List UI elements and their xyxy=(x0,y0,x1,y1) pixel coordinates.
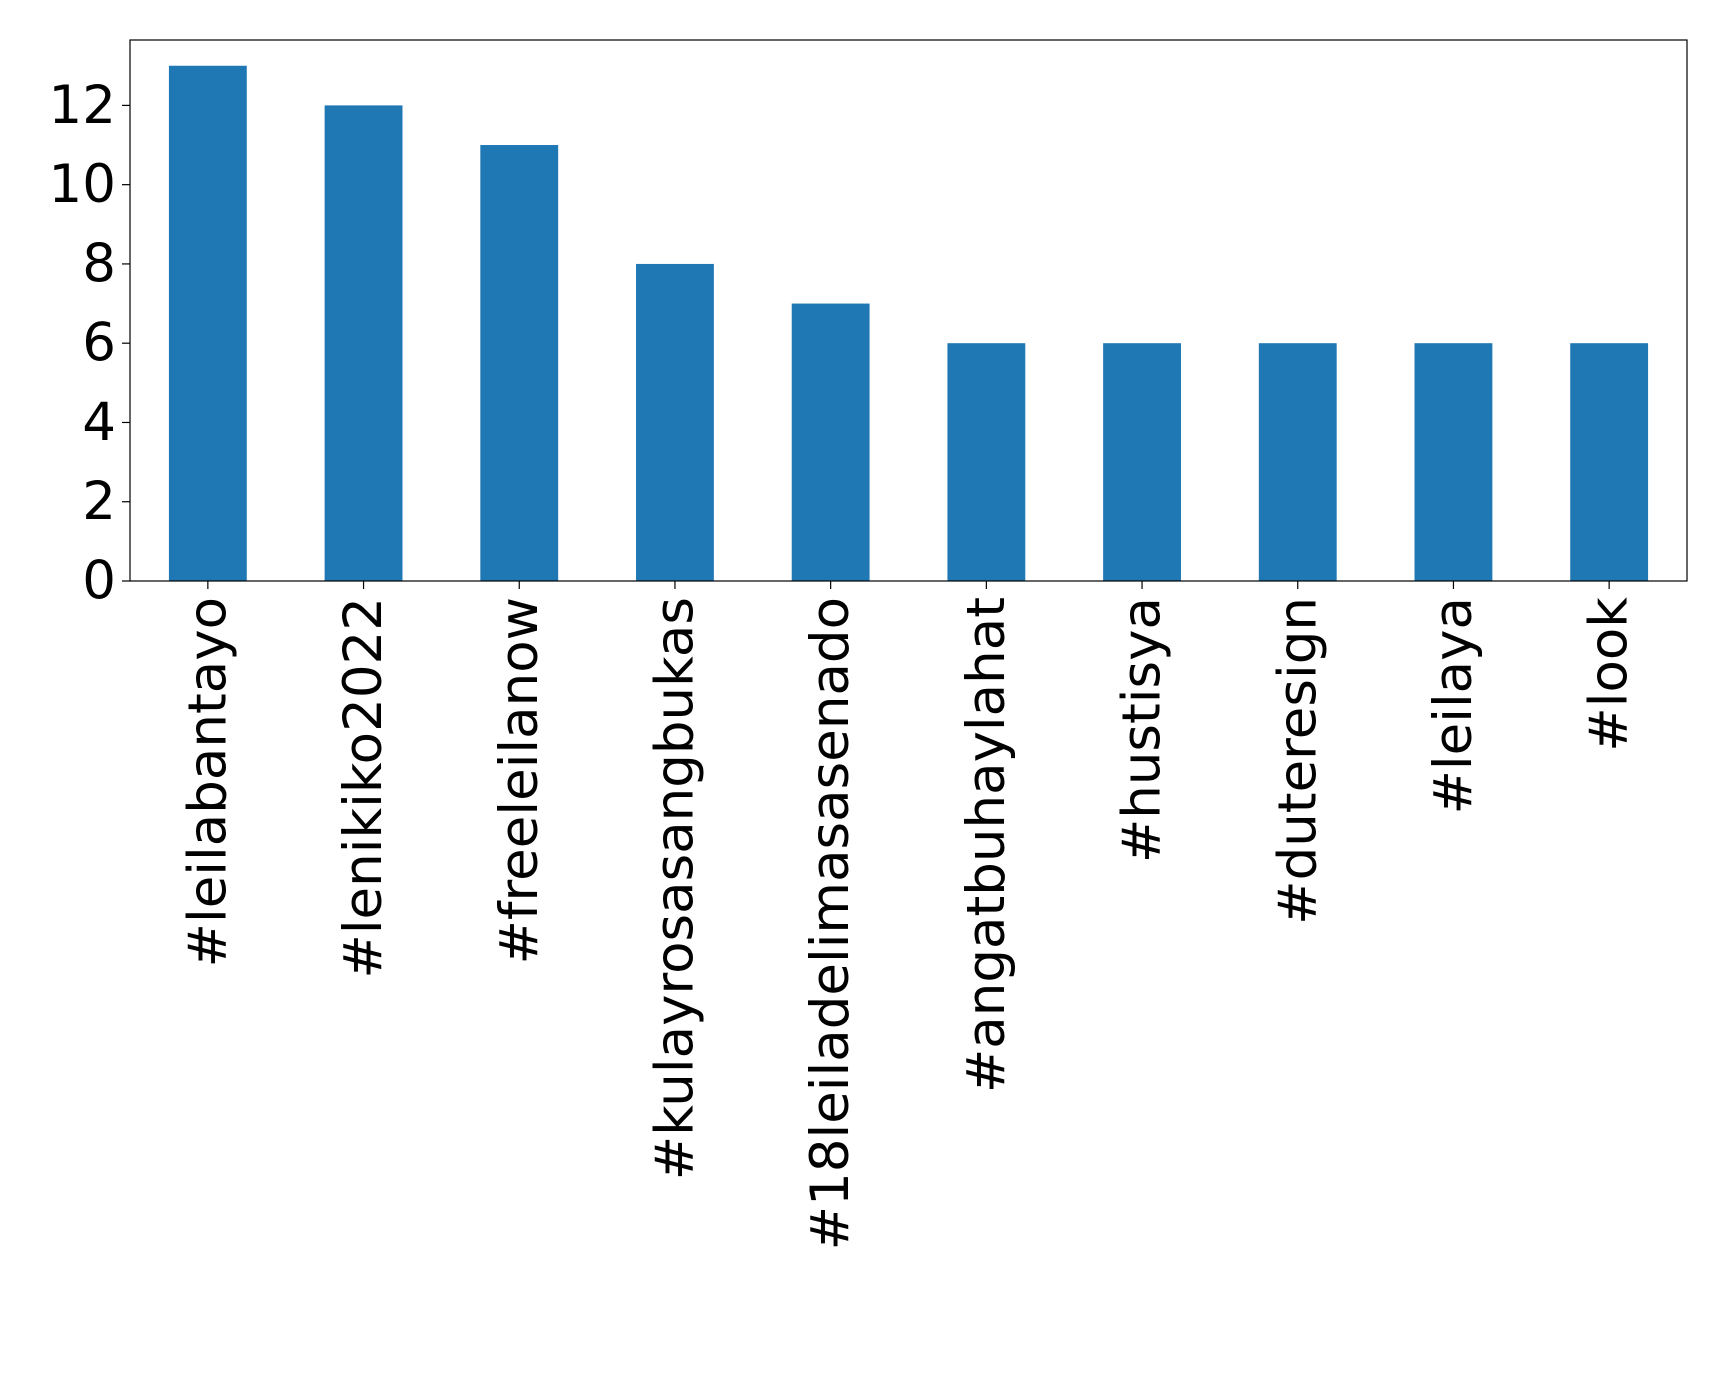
bar xyxy=(1570,343,1649,581)
x-tick-label: #18leiladelimasasenado xyxy=(800,597,861,1250)
y-tick-label: 2 xyxy=(82,471,116,532)
y-tick-label: 10 xyxy=(49,154,116,215)
bar xyxy=(791,303,870,581)
y-tick-label: 8 xyxy=(82,233,116,294)
bar xyxy=(480,145,559,581)
x-tick-label: #leilaya xyxy=(1423,597,1484,815)
y-tick-label: 4 xyxy=(82,392,116,453)
x-tick-label: #leilabantayo xyxy=(177,597,238,967)
x-tick-label: #angatbuhaylahat xyxy=(956,597,1017,1093)
x-tick-label: #duteresign xyxy=(1267,597,1328,925)
bar xyxy=(1103,343,1181,581)
x-tick-label: #look xyxy=(1579,597,1640,752)
y-tick-label: 6 xyxy=(82,313,116,374)
bar xyxy=(636,263,714,581)
bar xyxy=(1414,343,1493,581)
y-tick-label: 0 xyxy=(82,551,116,612)
bar xyxy=(1258,343,1337,581)
bar xyxy=(324,105,403,582)
bar xyxy=(168,65,247,581)
x-tick-label: #freeleilanow xyxy=(489,597,550,965)
x-tick-label: #kulayrosasangbukas xyxy=(644,597,705,1180)
bar xyxy=(947,343,1026,581)
x-tick-label: #lenikiko2022 xyxy=(333,597,394,979)
x-tick-label: #hustisya xyxy=(1112,597,1173,863)
y-tick-label: 12 xyxy=(49,75,116,136)
plot-frame xyxy=(129,39,1688,582)
